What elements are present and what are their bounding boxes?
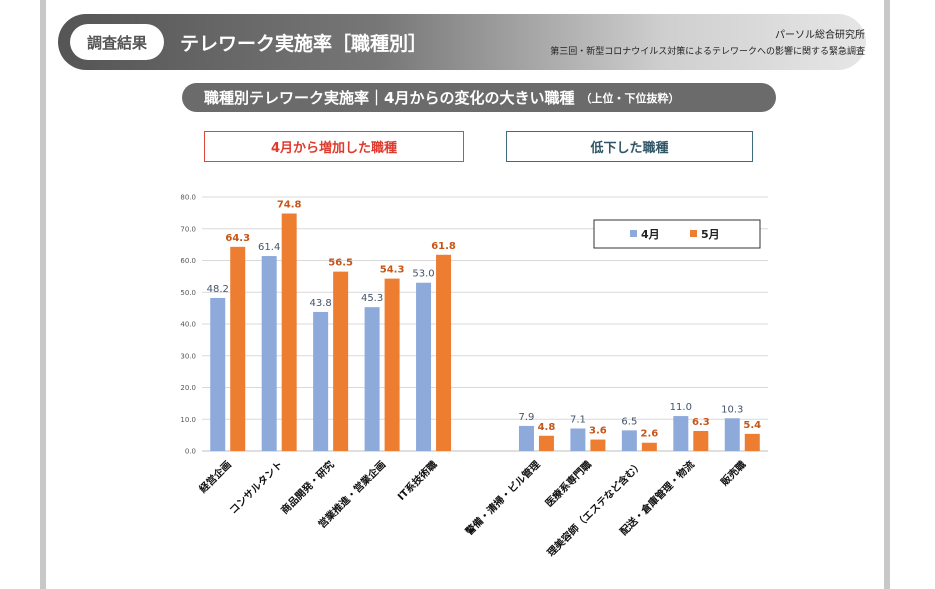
y-tick-label: 40.0 <box>180 321 196 329</box>
right-frame-bar <box>884 0 890 589</box>
category-label: 警備・清掃・ビル管理 <box>462 458 543 539</box>
data-label-april: 6.5 <box>621 416 637 427</box>
bar-may <box>744 433 760 451</box>
header-banner <box>58 14 866 70</box>
decrease-group-label: 低下した職種 <box>506 131 753 162</box>
y-tick-label: 20.0 <box>180 384 196 392</box>
bar-april <box>313 311 329 451</box>
bar-april <box>416 282 432 451</box>
category-label: 理美容師（エステなど含む） <box>544 458 645 559</box>
legend-label-may: 5月 <box>701 228 720 241</box>
category-label: 商品開発・研究 <box>278 458 337 517</box>
data-label-april: 10.3 <box>721 404 743 415</box>
category-label: 経営企画 <box>196 458 233 495</box>
data-label-may: 61.8 <box>431 241 456 252</box>
data-label-april: 7.9 <box>519 412 535 423</box>
data-label-may: 3.6 <box>589 426 607 437</box>
bar-april <box>261 256 277 451</box>
legend: 4月 5月 <box>593 219 761 249</box>
page-title: テレワーク実施率［職種別］ <box>180 33 428 55</box>
bar-may <box>590 439 606 451</box>
chart-subtitle-banner: 職種別テレワーク実施率｜4月からの変化の大きい職種 （上位・下位抜粋） <box>182 83 776 112</box>
data-label-may: 6.3 <box>692 417 710 428</box>
bar-may <box>230 246 246 451</box>
legend-box <box>593 219 761 249</box>
bar-layer <box>210 213 760 451</box>
organization-name: パーソル総合研究所 <box>775 30 865 41</box>
data-label-april: 48.2 <box>207 284 229 295</box>
bar-april <box>724 418 740 451</box>
bar-april <box>621 430 637 451</box>
y-tick-label: 60.0 <box>180 257 196 265</box>
data-label-april: 11.0 <box>670 402 692 413</box>
survey-name: 第三回・新型コロナウイルス対策によるテレワークへの影響に関する緊急調査 <box>550 47 865 57</box>
data-label-may: 2.6 <box>641 429 659 440</box>
legend-swatch-may <box>690 230 697 237</box>
y-tick-label: 10.0 <box>180 416 196 424</box>
y-tick-label: 0.0 <box>185 448 196 456</box>
y-tick-label: 30.0 <box>180 352 196 360</box>
data-label-may: 5.4 <box>743 420 761 431</box>
y-tick-label: 80.0 <box>180 194 196 202</box>
bar-april <box>364 307 380 451</box>
y-tick-label: 70.0 <box>180 225 196 233</box>
data-label-april: 53.0 <box>412 269 434 280</box>
bar-may <box>641 442 657 451</box>
data-label-may: 54.3 <box>380 265 405 276</box>
bar-april <box>210 297 226 451</box>
category-label: 販売職 <box>718 458 748 488</box>
left-frame-bar <box>40 0 46 589</box>
bar-may <box>384 278 400 451</box>
bar-april <box>518 425 534 451</box>
category-label: 医療系専門職 <box>542 458 594 510</box>
legend-label-april: 4月 <box>641 228 660 241</box>
data-label-april: 43.8 <box>310 298 332 309</box>
bar-may <box>693 430 709 451</box>
data-label-may: 74.8 <box>277 200 302 211</box>
data-label-may: 64.3 <box>225 233 250 244</box>
label-layer: 48.2 64.3 経営企画 61.4 74.8 コンサルタント 43.8 56.5 商品開発・… <box>196 200 761 560</box>
bar-may <box>333 271 349 451</box>
data-label-april: 61.4 <box>258 242 280 253</box>
bar-april <box>673 416 689 451</box>
bar-may <box>436 254 452 451</box>
bar-april <box>570 428 586 451</box>
category-label: IT系技術職 <box>395 458 440 503</box>
chart-subtitle: 職種別テレワーク実施率｜4月からの変化の大きい職種 <box>204 89 575 107</box>
y-tick-label: 50.0 <box>180 289 196 297</box>
category-label: コンサルタント <box>227 459 285 517</box>
data-label-may: 4.8 <box>538 422 556 433</box>
bar-may <box>538 435 554 451</box>
header-tag: 調査結果 <box>70 24 164 60</box>
data-label-april: 45.3 <box>361 293 383 304</box>
increase-group-label: 4月から増加した職種 <box>204 131 464 162</box>
data-label-april: 7.1 <box>570 414 586 425</box>
data-label-may: 56.5 <box>328 258 353 269</box>
bar-may <box>281 213 297 451</box>
chart-subtitle-note: （上位・下位抜粋） <box>580 91 680 105</box>
legend-swatch-april <box>630 230 637 237</box>
